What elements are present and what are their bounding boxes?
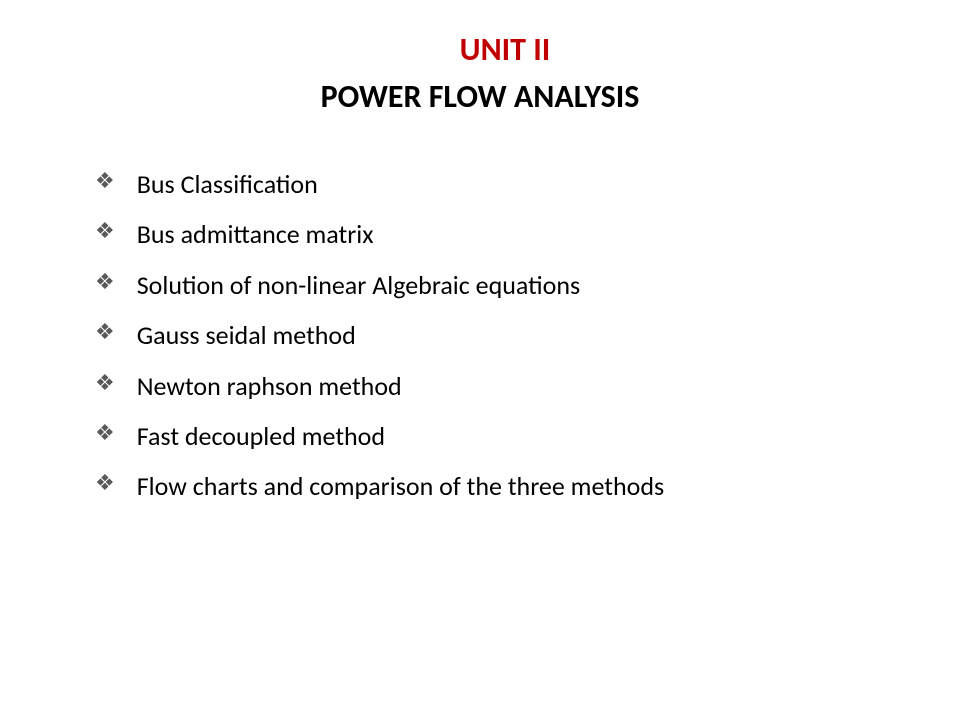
list-item: ❖ Flow charts and comparison of the thre…	[95, 468, 900, 504]
list-item: ❖ Bus Classification	[95, 166, 900, 202]
list-item-label: Gauss seidal method	[137, 317, 356, 353]
list-item-label: Bus Classification	[137, 166, 318, 202]
list-item-label: Solution of non-linear Algebraic equatio…	[137, 267, 580, 303]
list-item: ❖ Fast decoupled method	[95, 418, 900, 454]
list-item-label: Fast decoupled method	[137, 418, 385, 454]
list-item-label: Flow charts and comparison of the three …	[137, 468, 664, 504]
diamond-bullet-icon: ❖	[95, 368, 115, 399]
topic-list: ❖ Bus Classification ❖ Bus admittance ma…	[60, 166, 900, 505]
diamond-bullet-icon: ❖	[95, 317, 115, 348]
list-item-label: Bus admittance matrix	[137, 216, 374, 252]
diamond-bullet-icon: ❖	[95, 166, 115, 197]
unit-heading: UNIT II	[60, 30, 900, 69]
list-item-label: Newton raphson method	[137, 368, 402, 404]
diamond-bullet-icon: ❖	[95, 468, 115, 499]
diamond-bullet-icon: ❖	[95, 267, 115, 298]
list-item: ❖ Gauss seidal method	[95, 317, 900, 353]
list-item: ❖ Newton raphson method	[95, 368, 900, 404]
diamond-bullet-icon: ❖	[95, 216, 115, 247]
diamond-bullet-icon: ❖	[95, 418, 115, 449]
page-title: POWER FLOW ANALYSIS	[60, 77, 900, 116]
list-item: ❖ Solution of non-linear Algebraic equat…	[95, 267, 900, 303]
list-item: ❖ Bus admittance matrix	[95, 216, 900, 252]
